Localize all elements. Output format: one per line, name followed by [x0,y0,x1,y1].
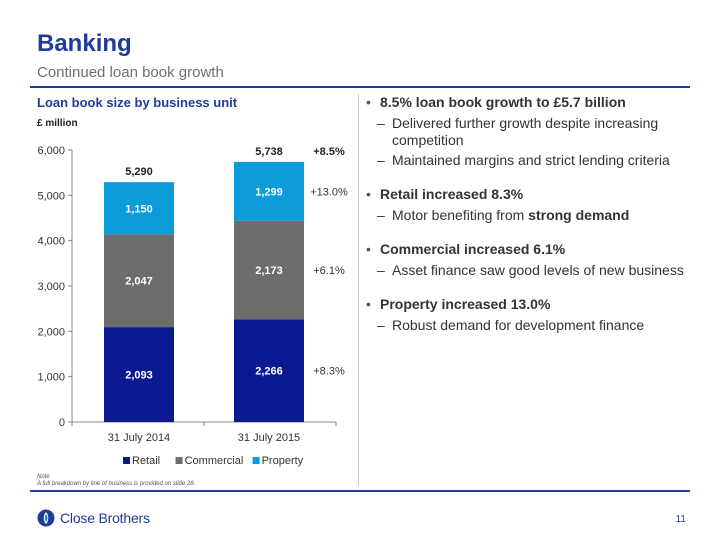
slide-title: Banking [37,30,132,57]
y-tick-label: 1,000 [37,372,65,384]
y-tick-label: 4,000 [37,236,65,248]
slide-subtitle: Continued loan book growth [37,64,224,81]
data-label: 1,150 [125,203,153,215]
data-label: 2,093 [125,370,153,382]
sub-point-emphasis: strong demand [528,207,630,223]
total-label: 5,738 [255,146,283,158]
bar-segment-retail [234,319,304,422]
note-text: A full breakdown by line of business is … [37,481,196,487]
total-label: 5,290 [125,166,153,178]
page-number: 11 [675,514,686,525]
header-rule [30,86,690,88]
sub-point: – Maintained margins and strict lending c… [377,152,670,168]
y-tick-label: 0 [59,417,65,429]
point-group-commercial: Commercial increased 6.1% –Asset finance… [366,241,696,279]
sub-point-text: Delivered further growth despite increas… [392,115,659,148]
growth-label-retail: +8.3% [313,366,345,378]
y-tick-label: 3,000 [37,281,65,293]
growth-label-property: +13.0% [310,186,348,198]
sub-point-text: Asset finance saw good levels of new bus… [392,262,684,278]
bar-segment-retail [104,327,174,422]
brand-name: Close Brothers [60,510,150,526]
y-tick-label: 5,000 [37,190,65,202]
growth-label-commercial: +6.1% [313,265,345,277]
y-tick-label: 6,000 [37,145,65,157]
loan-book-chart: 0 1,000 2,000 3,000 4,000 5,000 6,000 31 July 2… [37,145,348,467]
sub-point-text: Maintained margins and strict lending cr… [392,152,670,168]
sub-point: – Robust demand for development finance [377,317,645,333]
data-label: 2,047 [125,276,153,288]
sub-point-text: Robust demand for development finance [392,317,645,333]
bullet-loan-growth: 8.5% loan book growth to £5.7 billion [366,94,696,111]
point-group-property: Property increased 13.0% –Robust demand … [366,296,696,334]
legend-label-retail: Retail [132,455,160,467]
sub-point: – Asset finance saw good levels of new bu… [377,262,684,278]
legend-label-property: Property [262,455,304,467]
data-label: 2,266 [255,366,283,378]
point-group-loan-growth: 8.5% loan book growth to £5.7 billion –D… [366,94,696,169]
bullet-property: Property increased 13.0% [366,296,696,313]
chart-title: Loan book size by business unit [37,95,238,110]
bar-segment-property [104,182,174,235]
data-label: 2,173 [255,265,283,277]
key-points: 8.5% loan book growth to £5.7 billion –D… [366,94,696,351]
bullet-commercial: Commercial increased 6.1% [366,241,696,258]
sub-point-text: Motor benefiting from [392,207,529,223]
legend-swatch-commercial [175,457,183,464]
chart-unit-label: £ million [37,118,78,129]
data-label: 1,299 [255,186,283,198]
column-separator [358,94,359,486]
y-tick-label: 2,000 [37,326,65,338]
sub-point: – Delivered further growth despite increa… [377,115,659,148]
x-tick-label: 31 July 2015 [238,432,300,444]
legend-label-commercial: Commercial [185,455,244,467]
bullet-retail: Retail increased 8.3% [366,186,696,203]
bar-segment-commercial [104,234,174,328]
point-group-retail: Retail increased 8.3% –Motor benefiting … [366,186,696,224]
bar-segment-commercial [234,220,304,320]
legend-swatch-retail [123,457,130,464]
note-label: Note [37,474,50,480]
sub-point: – Motor benefiting from strong demand [377,207,630,223]
close-brothers-logo-icon [37,509,55,527]
bar-segment-property [234,161,304,221]
total-growth-label: +8.5% [313,146,345,158]
brand-logo: Close Brothers [37,509,150,527]
legend-swatch-property [252,457,260,464]
x-tick-label: 31 July 2014 [108,432,170,444]
footer-rule [30,490,690,492]
